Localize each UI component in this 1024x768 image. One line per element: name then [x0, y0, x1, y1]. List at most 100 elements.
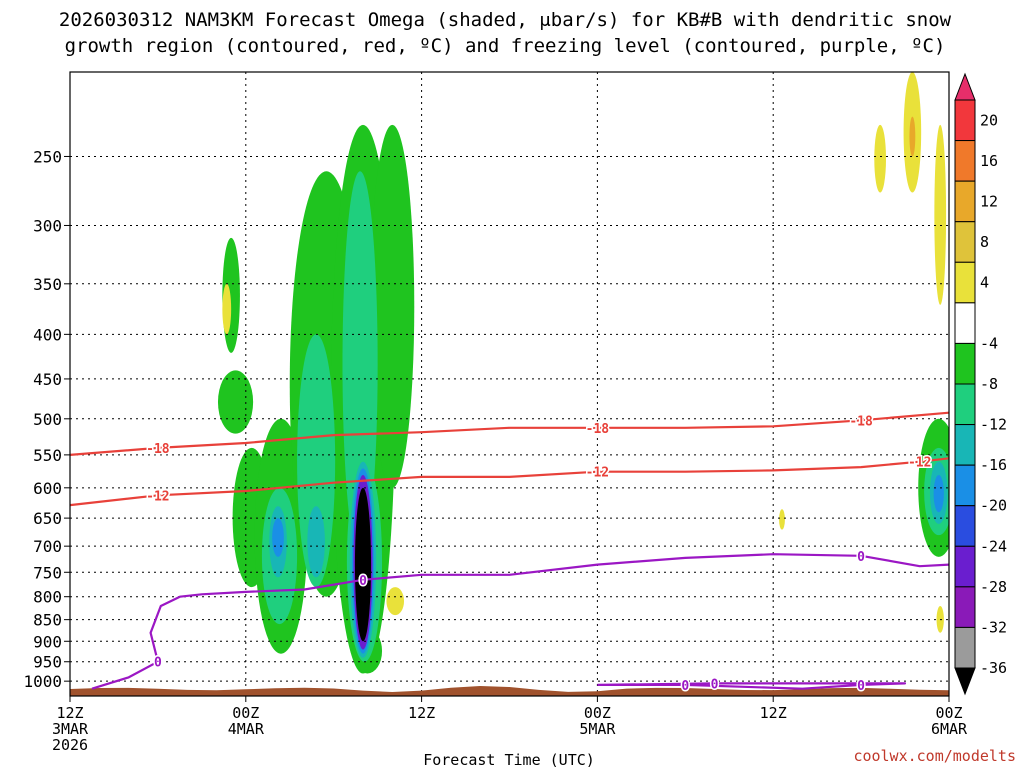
- colorbar-label-7: -12: [980, 416, 1007, 434]
- colorbar-label-3: 8: [980, 233, 989, 251]
- colorbar-band-5: [954, 302, 976, 344]
- x-tick-label-0-2: 2026: [52, 736, 88, 754]
- colorbar-bottom-triangle: [954, 667, 976, 696]
- colorbar-band-4: [954, 261, 976, 304]
- contour-red-0: [70, 411, 949, 456]
- y-tick-label-1000: 1000: [23, 672, 62, 691]
- colorbar-band-13: [954, 626, 976, 669]
- omega-region-22: [354, 487, 372, 642]
- y-tick-label-750: 750: [33, 563, 62, 582]
- terrain: [70, 686, 949, 696]
- contour-label-2-2: 0: [857, 550, 865, 565]
- colorbar: 20 16 12 8 4 -4 -8 -12 -16 -20 -24 -28 -32 -36: [954, 72, 1007, 696]
- omega-region-27: [934, 124, 947, 305]
- colorbar-label-13: -36: [980, 659, 1007, 677]
- omega-region-24: [386, 587, 405, 616]
- omega-region-10: [297, 334, 336, 588]
- omega-region-28: [909, 116, 916, 157]
- x-tick-label-60-1: 6MAR: [931, 720, 968, 738]
- contour-label-1-0: -12: [146, 489, 169, 504]
- omega-field: [217, 72, 949, 674]
- x-axis-title: Forecast Time (UTC): [423, 751, 595, 768]
- y-tick-label-450: 450: [33, 370, 62, 389]
- x-tick-label-0-0: 12Z: [56, 704, 83, 722]
- contour-label-1-1: -12: [586, 466, 609, 481]
- contour-purple-2: [91, 553, 949, 690]
- omega-region-29: [779, 509, 785, 530]
- contour-label-3-0: 0: [711, 677, 719, 692]
- colorbar-band-3: [954, 221, 976, 263]
- y-tick-label-500: 500: [33, 410, 62, 429]
- contour-label-3-1: 0: [857, 679, 865, 694]
- contours: -18 -18 -18 -12 -12 -12 0 0 0 0 0 0: [70, 411, 949, 695]
- terrain-surface: [70, 686, 949, 696]
- x-tick-label-24-0: 12Z: [408, 704, 435, 722]
- omega-region-18: [272, 518, 284, 557]
- x-tick-label-12-1: 4MAR: [228, 720, 265, 738]
- colorbar-band-9: [954, 464, 976, 507]
- contour-purple-3: [597, 682, 907, 690]
- colorbar-label-4: 4: [980, 274, 989, 292]
- colorbar-band-2: [954, 180, 976, 223]
- y-tick-label-700: 700: [33, 537, 62, 556]
- colorbar-label-2: 12: [980, 192, 998, 210]
- colorbar-label-0: 20: [980, 111, 998, 129]
- y-tick-label-850: 850: [33, 611, 62, 630]
- colorbar-band-1: [954, 140, 976, 182]
- omega-region-6: [370, 124, 415, 488]
- omega-region-20: [933, 474, 944, 513]
- contour-label-2-0: 0: [154, 656, 162, 671]
- colorbar-label-11: -28: [980, 578, 1007, 596]
- y-tick-label-800: 800: [33, 588, 62, 607]
- colorbar-band-8: [954, 424, 976, 466]
- omega-region-15: [307, 506, 325, 578]
- colorbar-label-10: -24: [980, 537, 1007, 555]
- contour-red-1: [70, 457, 949, 507]
- colorbar-label-5: -4: [980, 334, 998, 352]
- colorbar-band-6: [954, 342, 976, 385]
- contour-label-0-1: -18: [586, 422, 610, 437]
- omega-region-0: [217, 370, 254, 434]
- colorbar-label-1: 16: [980, 152, 998, 170]
- y-tick-label-250: 250: [33, 147, 62, 166]
- x-tick-label-0-1: 3MAR: [52, 720, 89, 738]
- x-tick-label-48-0: 12Z: [760, 704, 787, 722]
- title-line-1: 2026030312 NAM3KM Forecast Omega (shaded…: [59, 9, 952, 31]
- omega-region-23: [222, 283, 232, 335]
- colorbar-label-8: -16: [980, 456, 1007, 474]
- colorbar-label-6: -8: [980, 375, 998, 393]
- x-tick-label-12-0: 00Z: [232, 704, 259, 722]
- colorbar-label-12: -32: [980, 618, 1007, 636]
- y-tick-label-900: 900: [33, 632, 62, 651]
- credit-text: coolwx.com/modelts: [853, 747, 1016, 765]
- y-axis: 250 300 350 400 450 500 550 600 650 700 750 800 850 9…: [23, 147, 70, 691]
- y-tick-label-950: 950: [33, 653, 62, 672]
- y-tick-label-600: 600: [33, 479, 62, 498]
- omega-region-25: [874, 124, 887, 193]
- y-tick-label-550: 550: [33, 446, 62, 465]
- y-tick-label-350: 350: [33, 275, 62, 294]
- y-tick-label-400: 400: [33, 325, 62, 344]
- colorbar-label-9: -20: [980, 497, 1007, 515]
- title-line-2: growth region (contoured, red, ºC) and f…: [65, 35, 946, 57]
- colorbar-band-0: [954, 99, 976, 142]
- x-tick-label-36-1: 5MAR: [579, 720, 616, 738]
- contour-label-1-2: -12: [908, 456, 931, 471]
- x-tick-label-36-0: 00Z: [584, 704, 611, 722]
- contour-label-3-2: 0: [681, 679, 689, 694]
- contour-label-2-1: 0: [359, 574, 367, 589]
- colorbar-band-7: [954, 383, 976, 426]
- plot-area: -18 -18 -18 -12 -12 -12 0 0 0 0 0 0: [69, 71, 950, 697]
- colorbar-band-10: [954, 505, 976, 547]
- plot-frame: [69, 71, 950, 697]
- omega-region-11: [342, 171, 378, 557]
- gridlines: [69, 72, 950, 696]
- colorbar-band-11: [954, 545, 976, 588]
- colorbar-band-12: [954, 586, 976, 628]
- x-tick-label-60-0: 00Z: [935, 704, 962, 722]
- y-tick-label-650: 650: [33, 509, 62, 528]
- contour-label-0-2: -18: [849, 414, 873, 429]
- contour-label-0-0: -18: [146, 442, 170, 457]
